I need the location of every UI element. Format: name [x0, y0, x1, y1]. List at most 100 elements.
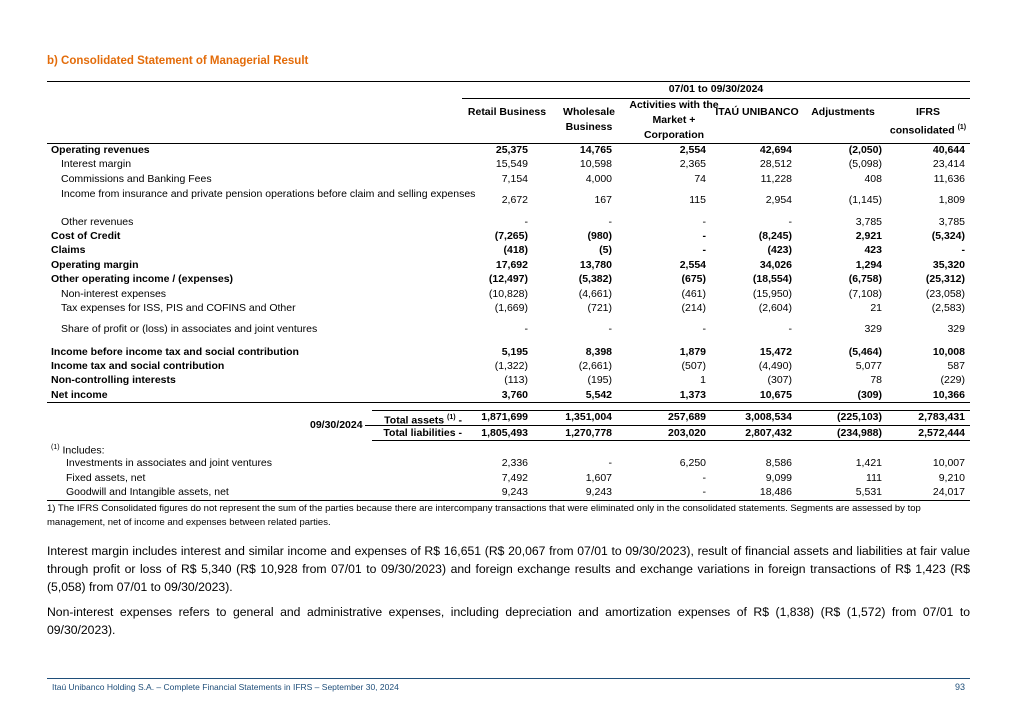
- cell: 8,586: [765, 457, 792, 469]
- cell: 9,210: [938, 472, 965, 484]
- rule: [47, 678, 970, 679]
- cell: 6,250: [679, 457, 706, 469]
- row-label: Interest margin: [61, 158, 132, 170]
- cell: 15,549: [495, 158, 528, 170]
- cell: (2,583): [931, 302, 965, 314]
- cell: 28,512: [759, 158, 792, 170]
- rule: [365, 425, 372, 426]
- page-number: 93: [954, 682, 965, 692]
- cell: -: [524, 216, 529, 228]
- column-label: Retail Business: [467, 106, 547, 118]
- rule: [372, 425, 970, 426]
- cell: 3,760: [501, 389, 528, 401]
- cell: 7,154: [501, 173, 528, 185]
- column-note: (1): [957, 124, 967, 131]
- column-header: Wholesale Business: [544, 105, 634, 135]
- footnote: 1) The IFRS Consolidated figures do not …: [47, 503, 921, 528]
- row-label: Other operating income / (expenses): [51, 273, 234, 285]
- cell: -: [961, 244, 966, 256]
- cell: -: [788, 323, 793, 335]
- cell: 423: [864, 244, 882, 256]
- cell: 35,320: [932, 259, 965, 271]
- cell: (113): [504, 374, 528, 386]
- cell: 2,554: [679, 259, 706, 271]
- cell: (1,145): [848, 194, 882, 206]
- cell: 1,809: [938, 194, 965, 206]
- cell: (10,828): [488, 288, 528, 300]
- cell: 13,780: [579, 259, 612, 271]
- cell: 23,414: [932, 158, 965, 170]
- cell: 9,243: [501, 486, 528, 498]
- column-label: ITAÚ UNIBANCO: [715, 106, 799, 118]
- cell: 1,421: [855, 457, 882, 469]
- cell: 10,675: [759, 389, 792, 401]
- balance-label-text: Total liabilities: [383, 427, 456, 439]
- includes-text: Includes:: [62, 444, 105, 457]
- cell: 167: [594, 194, 612, 206]
- includes-label: (1) Includes:: [51, 441, 105, 458]
- cell: 42,694: [759, 144, 792, 156]
- row-label: Non-interest expenses: [61, 288, 167, 300]
- balance-label: Total liabilities -: [370, 427, 462, 440]
- cell: 1: [700, 374, 706, 386]
- cell: 329: [864, 323, 882, 335]
- balance-date: 09/30/2024: [310, 419, 363, 431]
- cell: -: [788, 216, 793, 228]
- cell: (980): [587, 230, 612, 242]
- cell: (721): [587, 302, 612, 314]
- cell: (214): [681, 302, 706, 314]
- balance-note: (1): [447, 414, 456, 421]
- period-header: 07/01 to 09/30/2024: [668, 83, 764, 95]
- cell: (229): [940, 374, 965, 386]
- cell: (423): [767, 244, 792, 256]
- cell: 5,542: [585, 389, 612, 401]
- row-label: Income before income tax and social cont…: [51, 346, 299, 358]
- cell: 9,099: [765, 472, 792, 484]
- cell: 2,336: [501, 457, 528, 469]
- cell: -: [702, 230, 707, 242]
- column-label: IFRS consolidated: [889, 106, 955, 137]
- cell: (234,988): [837, 427, 882, 439]
- cell: -: [608, 216, 613, 228]
- cell: (5,464): [848, 346, 882, 358]
- row-label: Cost of Credit: [51, 230, 121, 242]
- cell: 257,689: [668, 411, 706, 423]
- balance-dash: -: [458, 414, 463, 427]
- cell: -: [702, 323, 707, 335]
- cell: 34,026: [759, 259, 792, 271]
- cell: -: [702, 244, 707, 256]
- cell: (8,245): [758, 230, 792, 242]
- cell: 1,607: [585, 472, 612, 484]
- cell: 4,000: [585, 173, 612, 185]
- cell: 17,692: [495, 259, 528, 271]
- balance-label: Total assets (1) -: [370, 411, 462, 428]
- cell: 15,472: [759, 346, 792, 358]
- cell: 329: [947, 323, 965, 335]
- footer-text: Itaú Unibanco Holding S.A. – Complete Fi…: [52, 682, 399, 692]
- cell: 2,554: [679, 144, 706, 156]
- cell: 11,228: [760, 173, 792, 185]
- column-header: Retail Business: [462, 105, 552, 120]
- cell: 18,486: [759, 486, 792, 498]
- cell: (225,103): [837, 411, 882, 423]
- paragraph: Interest margin includes interest and si…: [47, 544, 970, 594]
- rule: [372, 440, 970, 441]
- rule: [47, 500, 970, 501]
- cell: (1,322): [494, 360, 528, 372]
- cell: 1,294: [855, 259, 882, 271]
- cell: 408: [864, 173, 882, 185]
- cell: (675): [681, 273, 706, 285]
- cell: 24,017: [932, 486, 965, 498]
- cell: 1,879: [679, 346, 706, 358]
- cell: (12,497): [488, 273, 528, 285]
- rule: [462, 98, 970, 99]
- cell: (5,324): [931, 230, 965, 242]
- cell: 1,351,004: [565, 411, 612, 423]
- row-label: Fixed assets, net: [66, 472, 146, 484]
- cell: 2,807,432: [745, 427, 792, 439]
- cell: 14,765: [579, 144, 612, 156]
- row-label: Non-controlling interests: [51, 374, 176, 386]
- row-label: Investments in associates and joint vent…: [66, 457, 273, 469]
- row-label: Operating margin: [51, 259, 139, 271]
